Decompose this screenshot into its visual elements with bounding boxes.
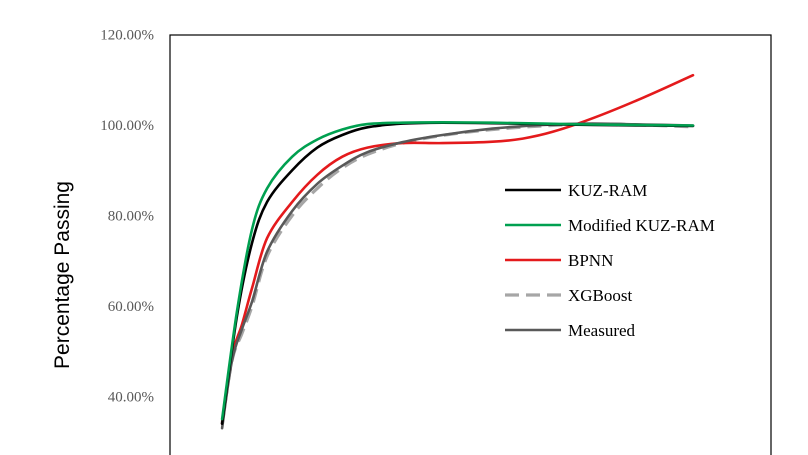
plot-area-frame	[169, 34, 772, 455]
y-axis-label: Percentage Passing	[51, 181, 74, 369]
y-tick-label: 80.00%	[108, 209, 154, 225]
legend-label: KUZ-RAM	[568, 181, 647, 200]
y-tick-label: 60.00%	[108, 299, 154, 315]
legend-label: XGBoost	[568, 286, 633, 305]
series-layer	[220, 73, 695, 430]
y-axis-ticks: 40.00% 60.00% 80.00% 100.00% 120.00%	[100, 28, 154, 406]
series-line-xgboost	[220, 122, 694, 424]
legend-label: Modified KUZ-RAM	[568, 216, 715, 235]
y-tick-label: 100.00%	[100, 118, 154, 134]
series-line-bpnn	[220, 73, 695, 425]
series-line-modified-kuz-ram	[220, 121, 695, 421]
legend: KUZ-RAM Modified KUZ-RAM BPNN XGBoost Measur…	[505, 181, 715, 340]
legend-label: BPNN	[568, 251, 613, 270]
y-tick-label: 40.00%	[108, 390, 154, 406]
legend-label: Measured	[568, 321, 636, 340]
y-tick-label: 120.00%	[100, 28, 154, 44]
